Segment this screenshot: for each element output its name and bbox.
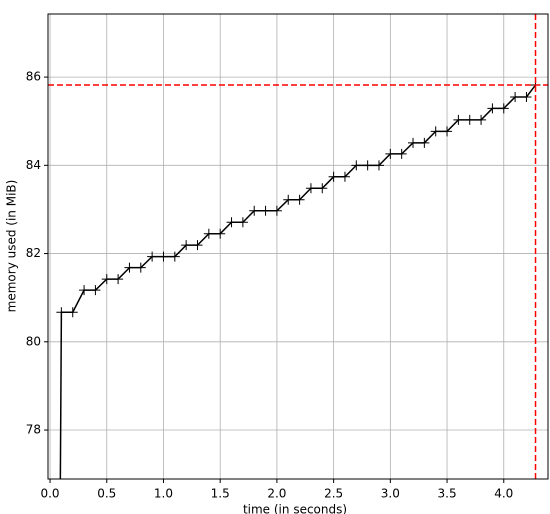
point-marker: [79, 285, 90, 296]
point-marker: [317, 183, 328, 194]
point-marker: [237, 217, 248, 228]
x-tick-label: 3.5: [438, 487, 457, 501]
y-axis-label: memory used (in MiB): [5, 180, 19, 313]
point-marker: [294, 194, 305, 205]
point-marker: [90, 285, 101, 296]
y-tick-label: 86: [26, 70, 41, 84]
point-marker: [385, 148, 396, 159]
x-tick-label: 4.0: [494, 487, 513, 501]
point-marker: [56, 307, 67, 318]
point-marker: [124, 262, 135, 273]
x-tick-label: 0.5: [97, 487, 116, 501]
axes-frame: [47, 13, 549, 480]
point-marker: [305, 183, 316, 194]
point-marker: [260, 205, 271, 216]
point-marker: [362, 160, 373, 171]
point-marker: [147, 251, 158, 262]
point-marker: [101, 274, 112, 285]
point-marker: [419, 137, 430, 148]
point-marker: [408, 137, 419, 148]
point-marker: [430, 126, 441, 137]
point-marker: [249, 205, 260, 216]
ticks: 0.0 0.5 1.0 1.5 2.0 2.5 3.0 3.5 4.0 78 80 82 84 86: [26, 70, 514, 501]
point-marker: [271, 205, 282, 216]
y-tick-label: 80: [26, 334, 41, 348]
point-marker: [158, 251, 169, 262]
point-marker: [215, 228, 226, 239]
point-marker: [464, 114, 475, 125]
point-marker: [328, 171, 339, 182]
y-tick-label: 78: [26, 423, 41, 437]
point-marker: [498, 103, 509, 114]
y-tick-label: 84: [26, 158, 41, 172]
x-tick-label: 2.5: [324, 487, 343, 501]
point-marker: [396, 148, 407, 159]
point-marker: [453, 114, 464, 125]
x-tick-label: 0.0: [40, 487, 59, 501]
point-marker: [181, 240, 192, 251]
point-marker: [169, 251, 180, 262]
x-axis-label: time (in seconds): [243, 503, 347, 514]
point-marker: [476, 114, 487, 125]
point-marker: [283, 194, 294, 205]
point-marker: [351, 160, 362, 171]
x-tick-label: 2.0: [267, 487, 286, 501]
point-marker: [192, 240, 203, 251]
y-tick-label: 82: [26, 246, 41, 260]
plot: [48, 14, 548, 479]
point-marker: [442, 126, 453, 137]
point-marker: [203, 228, 214, 239]
grid: [48, 14, 548, 479]
point-marker: [510, 91, 521, 102]
plot-area: [48, 14, 548, 479]
point-marker: [339, 171, 350, 182]
point-marker: [487, 103, 498, 114]
point-marker: [67, 307, 78, 318]
x-tick-label: 3.0: [381, 487, 400, 501]
point-marker: [135, 262, 146, 273]
x-tick-label: 1.5: [211, 487, 230, 501]
x-tick-label: 1.0: [154, 487, 173, 501]
point-marker: [521, 91, 532, 102]
point-marker: [226, 217, 237, 228]
point-marker: [373, 160, 384, 171]
point-marker: [113, 274, 124, 285]
